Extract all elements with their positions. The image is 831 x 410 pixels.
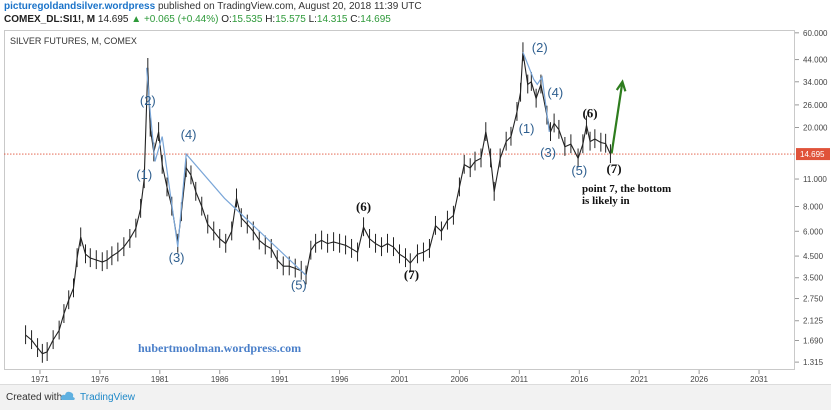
y-tick-label: 20.000 — [803, 124, 828, 133]
close-value: 14.695 — [360, 14, 391, 25]
x-tick-label: 2001 — [391, 375, 409, 384]
wave-label: (7) — [404, 267, 419, 282]
note-line-2: is likely in — [582, 195, 630, 207]
change-arrow-icon: ▲ — [131, 14, 142, 25]
publisher-link[interactable]: picturegoldandsilver.wordpress — [4, 1, 156, 12]
elliott-wave-line — [146, 67, 307, 276]
wave-label: (1) — [136, 167, 152, 182]
price-series-line — [25, 52, 611, 355]
elliott-wave-line — [522, 51, 550, 132]
watermark-text: hubertmoolman.wordpress.com — [138, 341, 301, 355]
x-tick-label: 1991 — [271, 375, 289, 384]
chart-header: picturegoldandsilver.wordpress published… — [0, 0, 831, 30]
wave-label: (3) — [540, 145, 556, 160]
bullish-arrow-head-icon — [615, 79, 627, 92]
publish-line: picturegoldandsilver.wordpress published… — [4, 1, 422, 12]
high-value: 15.575 — [275, 14, 306, 25]
x-tick-label: 1976 — [91, 375, 109, 384]
wave-label: (6) — [356, 199, 371, 214]
current-price-tag — [796, 148, 830, 161]
x-tick-label: 2021 — [630, 375, 648, 384]
x-tick-label: 2026 — [690, 375, 708, 384]
y-tick-label: 3.500 — [803, 274, 824, 283]
wave-label: (1) — [519, 121, 535, 136]
symbol-label[interactable]: COMEX_DL:SI1!, M — [4, 14, 96, 25]
tradingview-brand-link[interactable]: TradingView — [80, 392, 136, 403]
wave-label: (4) — [547, 85, 563, 100]
low-value: 14.315 — [316, 14, 348, 25]
x-tick-label: 1986 — [211, 375, 229, 384]
high-label: H: — [265, 14, 276, 25]
open-value: 15.535 — [231, 14, 263, 25]
x-tick-label: 2031 — [750, 375, 768, 384]
x-tick-label: 1981 — [151, 375, 169, 384]
y-tick-label: 2.750 — [803, 295, 824, 304]
wave-label: (3) — [169, 250, 185, 265]
x-tick-label: 2016 — [570, 375, 588, 384]
y-tick-label: 11.000 — [803, 175, 827, 184]
price-chart[interactable]: SILVER FUTURES, M, COMEX 1971 1976 1981 198… — [0, 0, 831, 384]
x-tick-label: 2011 — [511, 375, 529, 384]
footer-bar: Created with TradingView — [0, 384, 831, 410]
current-price-tag-label: 14.695 — [800, 150, 825, 159]
wave-label: (6) — [582, 105, 597, 120]
last-price: 14.695 — [97, 14, 129, 25]
y-tick-label: 6.000 — [803, 227, 824, 236]
x-tick-label: 2006 — [451, 375, 469, 384]
y-tick-label: 60.000 — [803, 29, 828, 38]
y-tick-label: 8.000 — [803, 202, 824, 211]
wave-label: (5) — [291, 278, 307, 293]
y-tick-label: 26.000 — [803, 101, 828, 110]
y-tick-label: 1.315 — [803, 358, 824, 367]
publish-info: published on TradingView.com, August 20,… — [157, 1, 422, 12]
y-tick-label: 34.000 — [803, 78, 828, 87]
wave-label: (4) — [181, 127, 197, 142]
bullish-arrow-shaft — [610, 81, 624, 154]
y-tick-label: 1.690 — [803, 336, 824, 345]
x-tick-label: 1996 — [331, 375, 349, 384]
wave-label: (7) — [606, 161, 621, 176]
wave-label: (2) — [140, 93, 156, 108]
x-tick-label: 1971 — [31, 375, 49, 384]
tradingview-cloud-icon[interactable] — [60, 390, 76, 402]
wave-label: (5) — [571, 163, 587, 178]
wave-label: (2) — [532, 40, 548, 55]
open-label: O: — [221, 14, 232, 25]
low-label: L: — [308, 14, 317, 25]
created-with-label: Created with — [6, 392, 63, 403]
symbol-line: COMEX_DL:SI1!, M 14.695 ▲ +0.065 (+0.44%… — [4, 14, 391, 25]
y-tick-label: 44.000 — [803, 56, 828, 65]
price-change: +0.065 (+0.44%) — [143, 14, 219, 25]
chart-title: SILVER FUTURES, M, COMEX — [10, 36, 137, 46]
plot-area-border — [4, 30, 795, 370]
note-line-1: point 7, the bottom — [582, 183, 671, 195]
y-tick-label: 2.125 — [803, 317, 824, 326]
y-tick-label: 4.500 — [803, 252, 824, 261]
close-label: C: — [350, 14, 361, 25]
